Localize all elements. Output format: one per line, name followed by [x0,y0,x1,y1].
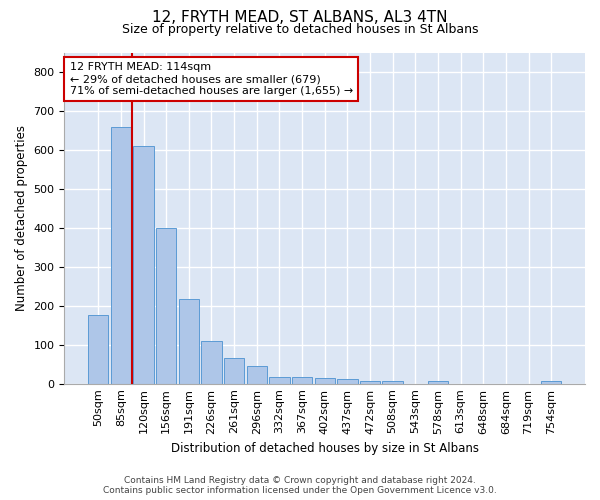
Bar [541,380,562,384]
Bar [360,380,380,384]
Bar [247,366,267,384]
Bar [111,126,131,384]
Bar [337,378,358,384]
Bar [201,341,221,384]
Bar [179,298,199,384]
Bar [292,377,312,384]
Bar [428,380,448,384]
Bar [314,378,335,384]
Text: 12 FRYTH MEAD: 114sqm
← 29% of detached houses are smaller (679)
71% of semi-det: 12 FRYTH MEAD: 114sqm ← 29% of detached … [70,62,353,96]
Bar [269,376,290,384]
Bar [382,380,403,384]
Bar [156,228,176,384]
Y-axis label: Number of detached properties: Number of detached properties [15,125,28,311]
Bar [224,358,244,384]
Text: Contains HM Land Registry data © Crown copyright and database right 2024.
Contai: Contains HM Land Registry data © Crown c… [103,476,497,495]
Text: 12, FRYTH MEAD, ST ALBANS, AL3 4TN: 12, FRYTH MEAD, ST ALBANS, AL3 4TN [152,10,448,25]
Bar [88,316,109,384]
Bar [133,146,154,384]
Text: Size of property relative to detached houses in St Albans: Size of property relative to detached ho… [122,22,478,36]
X-axis label: Distribution of detached houses by size in St Albans: Distribution of detached houses by size … [171,442,479,455]
